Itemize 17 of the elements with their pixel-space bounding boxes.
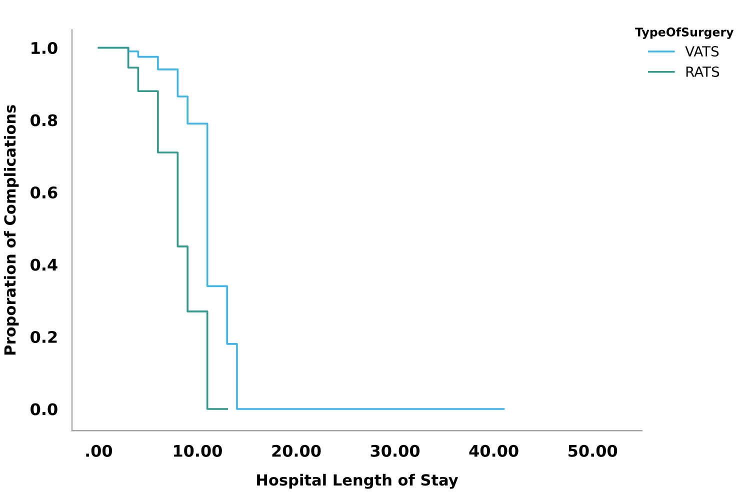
y-tick-label: 0.0 [30,403,58,416]
y-tick-label: 0.8 [30,114,58,126]
y-axis-title: Proporation of Complications [4,105,19,355]
y-tick-label: 0.4 [30,258,58,271]
x-tick-label: 20.00 [272,444,321,457]
y-tick-label: 0.2 [30,330,57,344]
y-tick-label: 0.6 [30,186,58,199]
y-tick-label: 1.0 [32,42,58,54]
x-tick-label: 10.00 [174,444,222,457]
legend-title: TypeOfSurgery [635,27,734,39]
x-tick-label: 40.00 [469,444,518,457]
legend-label: RATS [686,66,720,77]
x-tick-label: 50.00 [568,444,618,457]
x-tick-label: .00 [86,444,112,457]
x-tick-label: 30.00 [370,444,420,457]
legend-label: VATS [685,46,719,57]
x-axis-title: Hospital Length of Stay [257,474,458,489]
